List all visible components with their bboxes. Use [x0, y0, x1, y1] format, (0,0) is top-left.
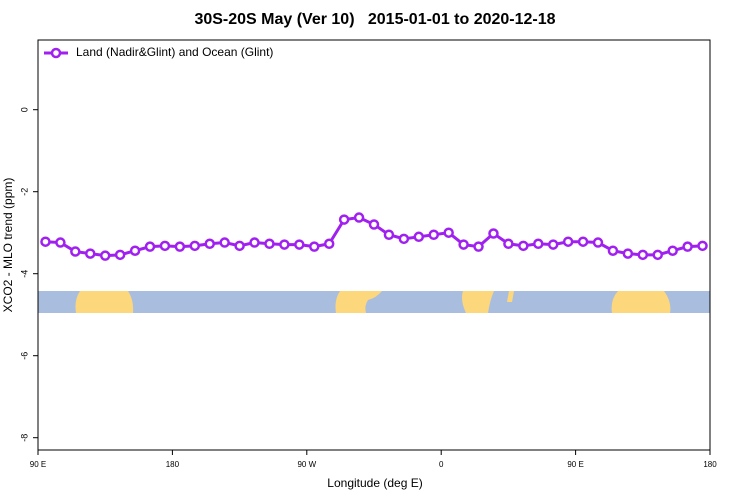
data-point [458, 239, 469, 250]
data-point [204, 238, 215, 250]
data-point [488, 228, 499, 239]
data-point [622, 248, 634, 259]
land-blob [335, 291, 382, 313]
data-point [637, 249, 649, 261]
data-point [40, 236, 51, 247]
data-point [428, 229, 439, 240]
land-blob [462, 291, 494, 313]
data-point [592, 237, 604, 248]
x-axis-label: Longitude (deg E) [327, 476, 422, 490]
data-point [114, 249, 126, 261]
data-point [562, 236, 574, 247]
data-point [294, 239, 305, 250]
plot-frame [37, 39, 711, 451]
data-point [129, 245, 141, 256]
data-point [189, 240, 201, 252]
x-tick-label: 90 E [30, 460, 46, 469]
land-blob [611, 291, 671, 313]
ocean-band [38, 291, 710, 313]
data-point [279, 239, 290, 250]
y-tick-label: -6 [19, 352, 29, 360]
data-point [607, 245, 619, 256]
data-point [682, 241, 693, 252]
legend-label: Land (Nadir&Glint) and Ocean (Glint) [76, 45, 273, 59]
x-tick-label: 90 W [297, 460, 316, 469]
data-point [338, 214, 350, 225]
data-point [323, 238, 335, 250]
data-point [353, 212, 365, 223]
y-tick-label: -4 [19, 270, 29, 278]
legend-marker [50, 47, 62, 59]
data-point [219, 237, 230, 248]
data-point [398, 233, 410, 245]
x-tick-label: 90 E [567, 460, 583, 469]
data-point [577, 236, 589, 247]
data-point [174, 241, 186, 252]
y-tick-label: -8 [19, 434, 29, 442]
land-blob [507, 291, 514, 302]
data-point [144, 241, 156, 252]
data-point [159, 240, 171, 252]
data-point [309, 241, 320, 252]
chart-title: 30S-20S May (Ver 10) 2015-01-01 to 2020-… [194, 11, 555, 28]
x-tick-label: 0 [439, 460, 444, 469]
data-point [697, 240, 708, 252]
x-tick-label: 180 [166, 460, 180, 469]
y-tick-label: 0 [19, 107, 29, 112]
y-axis-label: XCO2 - MLO trend (ppm) [1, 178, 15, 313]
data-point [518, 240, 529, 252]
map-strip [38, 291, 710, 313]
data-point [249, 237, 260, 248]
land-blob [75, 291, 134, 313]
data-point [667, 245, 678, 256]
legend: Land (Nadir&Glint) and Ocean (Glint) [44, 45, 273, 59]
data-point [473, 241, 484, 252]
data-point [85, 248, 96, 259]
data-point [652, 249, 663, 261]
data-point [533, 238, 544, 250]
data-point [383, 229, 395, 240]
data-point [234, 240, 245, 252]
y-tick-label: -2 [19, 188, 29, 196]
data-point [70, 246, 81, 257]
data-point [99, 250, 111, 261]
data-point [443, 227, 454, 238]
data-point [503, 238, 514, 250]
data-point [547, 239, 559, 250]
data-point [264, 238, 275, 250]
data-point [413, 231, 425, 243]
x-tick-label: 180 [703, 460, 717, 469]
data-point [55, 237, 66, 248]
data-point [368, 219, 380, 230]
